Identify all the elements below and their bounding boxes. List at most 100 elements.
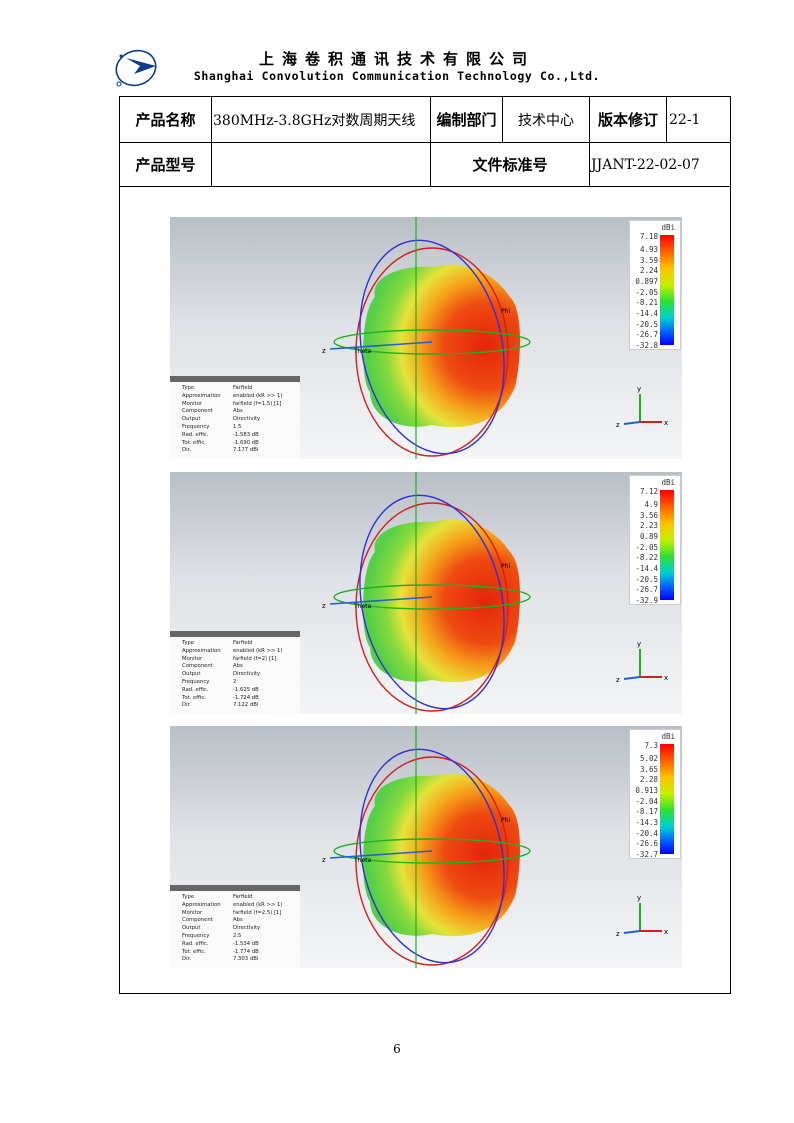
dept-value: 技术中心 (518, 112, 574, 129)
legend-tick-label: 2.23 (639, 521, 658, 531)
info-key: Dir. (182, 447, 191, 454)
info-row: Component Abs (182, 917, 300, 924)
revision-label: 版本修订 (597, 111, 658, 129)
svg-text:y: y (637, 385, 641, 393)
pattern-mainlobe (363, 519, 520, 683)
page-number: 6 (393, 1042, 401, 1056)
info-key: Rad. effic. (182, 940, 209, 947)
svg-text:x: x (664, 419, 668, 427)
info-row: Frequency 2.5 (182, 933, 300, 940)
info-row: Frequency 2 (182, 679, 300, 686)
page-header: 上海卷积通讯技术有限公司 Shanghai Convolution Commun… (0, 0, 794, 95)
theta-label: Theta (353, 348, 372, 355)
info-row: Output Directivity (182, 416, 300, 423)
info-row: Tot. effic. -1.724 dB (182, 695, 300, 702)
info-key: Approximation (182, 392, 221, 399)
equator-circle (333, 838, 531, 864)
pattern-mainlobe (363, 773, 520, 937)
legend-tick-label: -8.21 (635, 298, 658, 308)
info-value: -1.690 dB (233, 439, 259, 446)
info-row: Frequency 1.5 (182, 424, 300, 431)
info-row: Rad. effic. -1.583 dB (182, 432, 300, 439)
info-key: Tot. effic. (182, 694, 206, 701)
info-value: -1.774 dB (233, 948, 259, 955)
info-key: Type (182, 385, 195, 391)
info-key: Rad. effic. (182, 686, 209, 693)
info-row: Type Farfield (182, 385, 300, 392)
model-label: 产品型号 (135, 156, 196, 174)
product-name-value: 380MHz-3.8GHz对数周期天线 (213, 112, 416, 129)
info-row: Tot. effic. -1.774 dB (182, 949, 300, 956)
farfield-info-box: Type Farfield Approximation enabled (kR >> … (170, 885, 300, 968)
info-value: farfield (f=2) [1] (233, 655, 277, 662)
info-row: Output Directivity (182, 925, 300, 932)
table-row-divider (120, 142, 730, 143)
farfield-plot-panel: z Theta Phi dBi 7.18 4.93 3.59 2.24 0.897 -2.05 -8… (170, 217, 682, 459)
legend-tick-label: 7.12 (639, 487, 658, 496)
info-value: -1.534 dB (233, 940, 259, 947)
info-value: Directivity (233, 416, 261, 423)
info-row: Output Directivity (182, 671, 300, 678)
legend-tick-label: -8.17 (635, 807, 658, 817)
legend-tick-label: 0.913 (635, 786, 658, 795)
info-value: 2 (233, 679, 237, 685)
info-key: Component (182, 408, 213, 415)
info-row: Rad. effic. -1.625 dB (182, 687, 300, 694)
info-value: enabled (kR >> 1) (233, 901, 283, 908)
info-key: Dir. (182, 956, 191, 963)
pattern-mainlobe (363, 264, 520, 428)
table-col-divider (589, 97, 590, 186)
info-value: enabled (kR >> 1) (233, 392, 283, 399)
legend-tick-label: 3.56 (639, 510, 658, 520)
doc-standard-label: 文件标准号 (472, 156, 548, 174)
info-value: Abs (233, 663, 243, 670)
table-col-divider (666, 97, 667, 142)
info-value: 7.303 dBi (233, 956, 259, 963)
info-row: Dir. 7.177 dBi (182, 447, 300, 454)
info-key: Monitor (182, 655, 203, 662)
z-axis-line (329, 850, 433, 859)
info-key: Output (182, 671, 201, 678)
info-row: Approximation enabled (kR >> 1) (182, 902, 300, 909)
company-name-en: Shanghai Convolution Communication Techn… (193, 69, 601, 83)
legend-tick-label: 7.18 (639, 232, 658, 241)
z-axis-line (329, 341, 433, 350)
axis-triad-icon: y x z (616, 640, 668, 684)
legend-tick-label: 3.59 (639, 255, 658, 265)
info-key: Approximation (182, 901, 221, 908)
info-key: Monitor (182, 909, 203, 916)
theta-label: Theta (353, 857, 372, 864)
info-value: Abs (233, 917, 243, 924)
document-frame: 产品名称 380MHz-3.8GHz对数周期天线 编制部门 技术中心 版本修订 … (119, 96, 731, 994)
svg-text:z: z (616, 421, 620, 429)
legend-tick-label: 2.24 (639, 266, 658, 276)
info-row: Type Farfield (182, 894, 300, 901)
doc-standard-value: JJANT-22-02-07 (591, 156, 700, 173)
info-key: Approximation (182, 647, 221, 654)
legend-tick-label: -20.5 (635, 574, 658, 584)
info-row: Component Abs (182, 663, 300, 670)
legend-tick-label: -14.4 (635, 564, 658, 573)
legend-tick-label: -20.4 (635, 828, 658, 838)
info-row: Monitor farfield (f=1.5) [1] (182, 401, 300, 408)
legend-tick-label: -32.8 (635, 341, 658, 350)
info-key: Frequency (182, 424, 210, 430)
info-value: Farfield (233, 385, 253, 391)
farfield-info-box: Type Farfield Approximation enabled (kR >> … (170, 631, 300, 714)
info-value: Abs (233, 408, 243, 415)
info-row: Type Farfield (182, 640, 300, 647)
dept-label: 编制部门 (436, 111, 497, 129)
info-value: Farfield (233, 894, 253, 900)
legend-unit: dBi (661, 223, 675, 232)
info-key: Frequency (182, 933, 210, 939)
info-key: Type (182, 640, 195, 646)
theta-circle (359, 748, 505, 964)
legend-tick-label: -14.4 (635, 309, 658, 318)
legend-tick-label: 0.897 (635, 277, 658, 286)
info-key: Tot. effic. (182, 439, 206, 446)
phi-label: Phi (501, 308, 510, 315)
info-row: Monitor farfield (f=2) [1] (182, 656, 300, 663)
legend-tick-label: -20.5 (635, 319, 658, 329)
model-value (212, 143, 430, 186)
color-scale-legend: dBi 7.12 4.9 3.56 2.23 0.89 -2.05 -8.22 -14.4 -20… (629, 475, 681, 605)
